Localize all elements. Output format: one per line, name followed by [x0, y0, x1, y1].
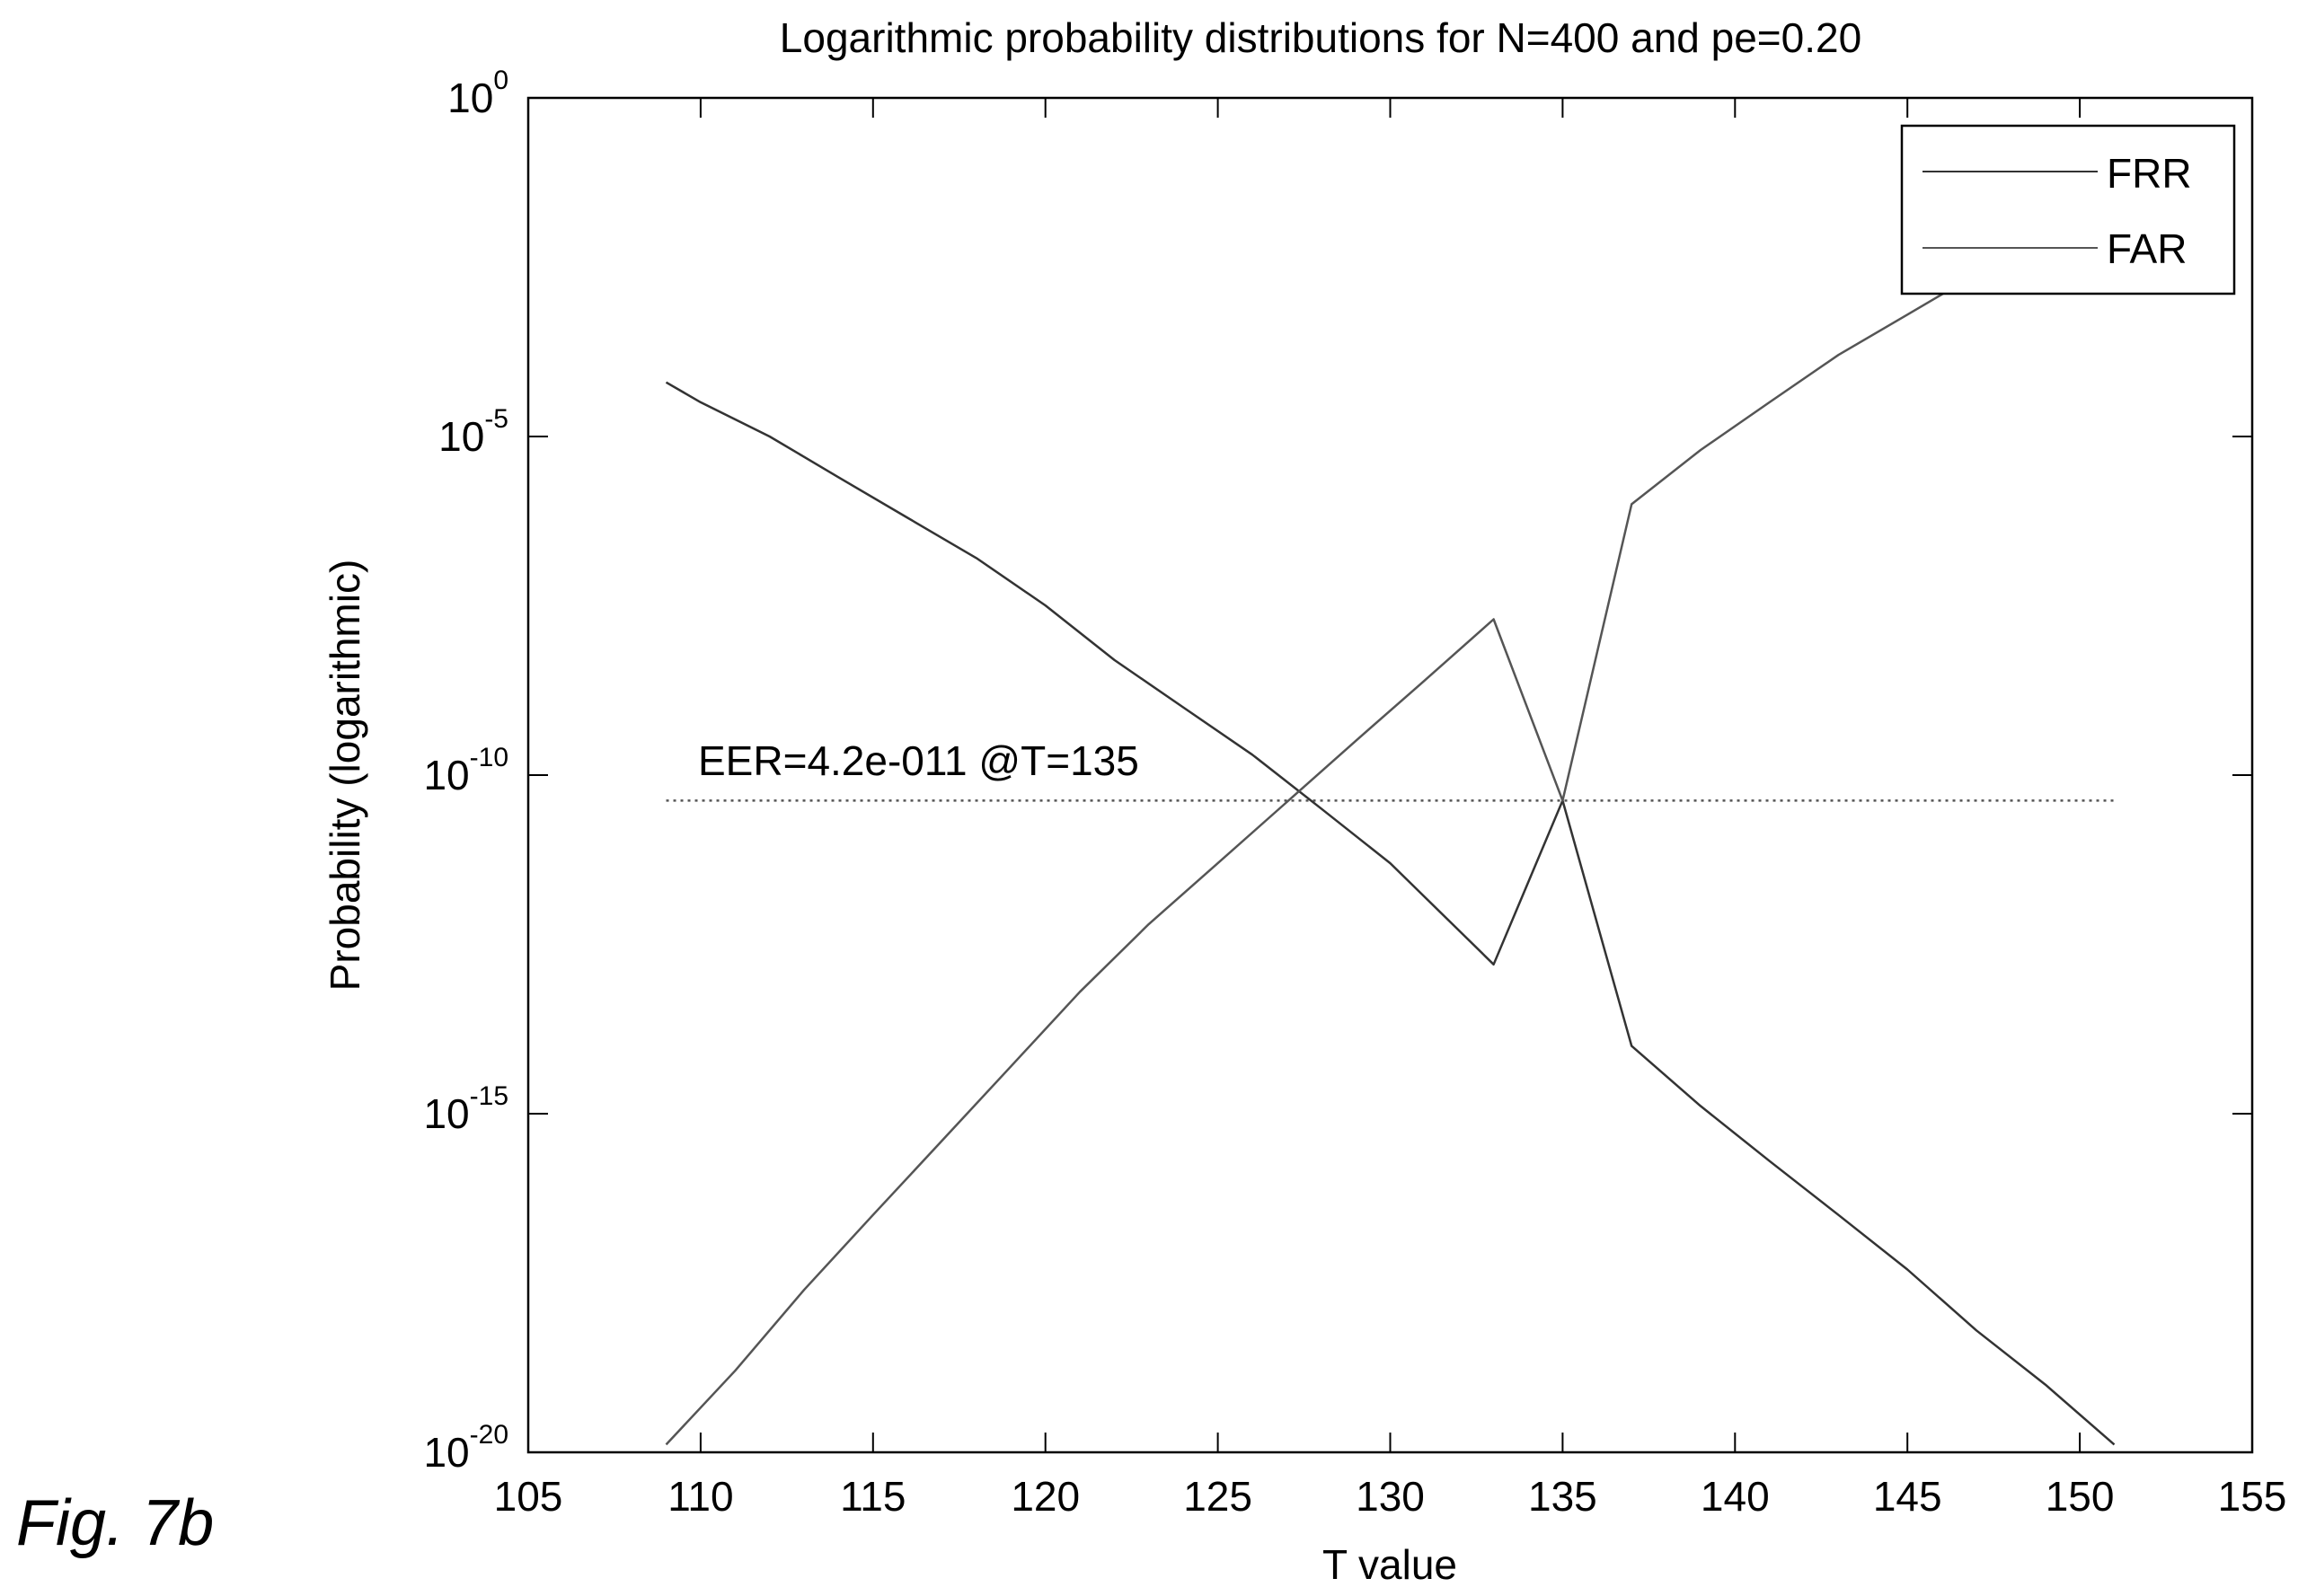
- x-tick-label: 120: [1011, 1473, 1080, 1520]
- x-tick-label: 105: [494, 1473, 563, 1520]
- x-tick-label: 130: [1356, 1473, 1425, 1520]
- x-tick-label: 115: [840, 1473, 906, 1520]
- chart-title: Logarithmic probability distributions fo…: [780, 14, 1861, 61]
- x-tick-label: 135: [1528, 1473, 1597, 1520]
- series-layer: [665, 205, 2116, 1446]
- y-tick-exponent: 0: [493, 66, 508, 95]
- y-tick-exponent: -5: [484, 404, 508, 434]
- series-line-frr: [665, 381, 2116, 1446]
- x-axis-label: T value: [1322, 1541, 1457, 1588]
- legend-box: [1900, 124, 2236, 295]
- y-tick-base: 10: [423, 752, 469, 798]
- y-axis-label: Probability (logarithmic): [322, 560, 368, 992]
- y-tick-label: 10-10: [423, 743, 508, 798]
- y-tick-label: 10-15: [423, 1081, 508, 1137]
- legend: FRR FAR: [1900, 124, 2236, 295]
- x-tick-label: 140: [1701, 1473, 1770, 1520]
- x-axis: 105 110 115 120 125 130 135 140 145 150 155: [494, 98, 2287, 1520]
- y-tick-exponent: -10: [470, 743, 508, 772]
- series-line-far: [665, 205, 2116, 1446]
- x-tick-label: 155: [2218, 1473, 2287, 1520]
- y-tick-label: 100: [447, 66, 508, 121]
- y-tick-base: 10: [438, 413, 484, 460]
- y-tick-exponent: -15: [470, 1081, 508, 1111]
- y-tick-base: 10: [423, 1429, 469, 1476]
- y-tick-base: 10: [447, 75, 493, 121]
- x-tick-label: 150: [2046, 1473, 2115, 1520]
- y-tick-label: 10-20: [423, 1420, 508, 1476]
- legend-far-label: FAR: [2107, 225, 2187, 272]
- y-tick-exponent: -20: [470, 1420, 508, 1450]
- legend-frr-label: FRR: [2107, 150, 2192, 197]
- y-tick-label: 10-5: [438, 404, 508, 460]
- figure-label: Fig. 7b: [16, 1487, 214, 1559]
- x-tick-label: 110: [667, 1473, 733, 1520]
- y-tick-base: 10: [423, 1090, 469, 1137]
- x-tick-label: 145: [1873, 1473, 1942, 1520]
- eer-annotation: EER=4.2e-011 @T=135: [698, 737, 1139, 784]
- x-tick-label: 125: [1183, 1473, 1252, 1520]
